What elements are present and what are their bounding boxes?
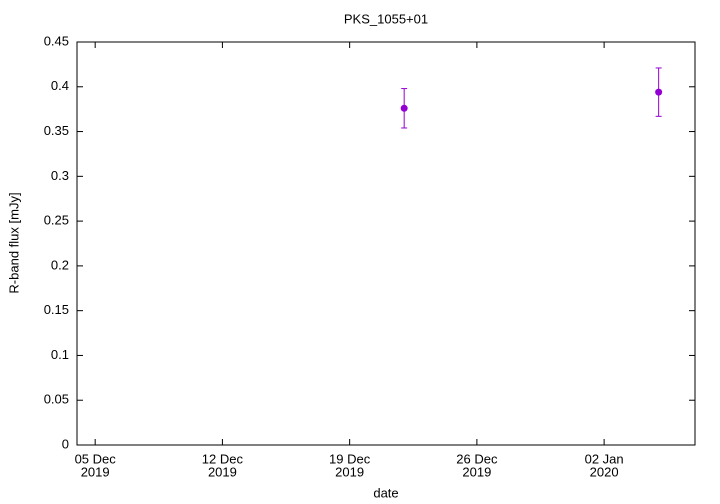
x-tick-label: 12 Dec	[202, 451, 244, 466]
x-tick-label: 2020	[590, 464, 619, 479]
x-tick-label: 2019	[81, 464, 110, 479]
y-tick-label: 0.4	[51, 78, 69, 93]
y-tick-label: 0.3	[51, 168, 69, 183]
y-tick-label: 0.25	[44, 213, 69, 228]
x-tick-label: 05 Dec	[75, 451, 117, 466]
x-axis-label: date	[373, 485, 398, 500]
x-tick-label: 19 Dec	[329, 451, 371, 466]
y-tick-label: 0	[62, 436, 69, 451]
x-tick-label: 2019	[208, 464, 237, 479]
chart-title: PKS_1055+01	[344, 11, 428, 26]
y-tick-label: 0.2	[51, 257, 69, 272]
y-axis-label: R-band flux [mJy]	[6, 192, 21, 293]
x-tick-label: 2019	[462, 464, 491, 479]
x-tick-label: 02 Jan	[585, 451, 624, 466]
x-tick-label: 2019	[335, 464, 364, 479]
x-tick-label: 26 Dec	[456, 451, 498, 466]
point	[655, 88, 663, 96]
y-tick-label: 0.05	[44, 392, 69, 407]
y-tick-label: 0.1	[51, 347, 69, 362]
y-tick-label: 0.15	[44, 302, 69, 317]
point	[400, 104, 408, 112]
y-tick-label: 0.35	[44, 123, 69, 138]
y-tick-label: 0.45	[44, 33, 69, 48]
plot-frame	[76, 41, 696, 446]
